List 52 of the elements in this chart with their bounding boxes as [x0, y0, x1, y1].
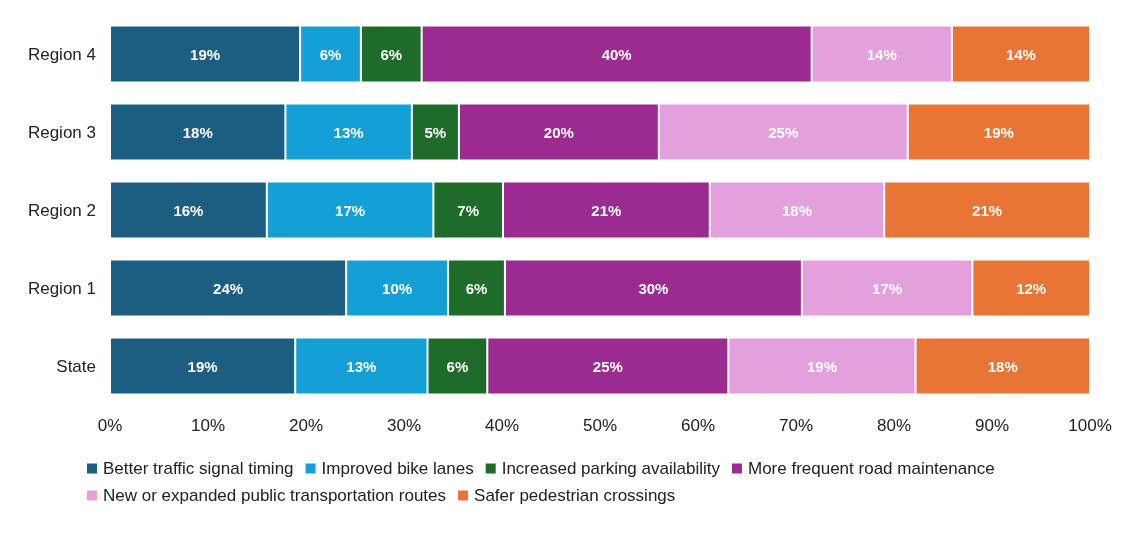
data-label: 6%	[319, 45, 342, 63]
x-tick-label: 60%	[680, 416, 716, 435]
data-label: 25%	[592, 357, 623, 375]
x-tick-label: 100%	[1068, 416, 1112, 435]
data-label: 18%	[987, 357, 1018, 375]
legend-label: Increased parking availability	[501, 459, 721, 478]
data-label: 18%	[781, 201, 812, 219]
legend-label: Safer pedestrian crossings	[474, 486, 676, 505]
data-label: 24%	[213, 279, 244, 297]
data-label: 6%	[465, 279, 488, 297]
data-label: 14%	[1005, 45, 1036, 63]
legend-label: Improved bike lanes	[321, 459, 474, 478]
data-label: 10%	[382, 279, 413, 297]
data-label: 19%	[983, 123, 1014, 141]
x-tick-label: 20%	[288, 416, 324, 435]
data-label: 13%	[346, 357, 377, 375]
x-tick-label: 0%	[97, 416, 123, 435]
data-label: 40%	[601, 45, 632, 63]
data-label: 17%	[872, 279, 903, 297]
data-label: 21%	[972, 201, 1003, 219]
x-tick-label: 90%	[974, 416, 1010, 435]
x-tick-label: 40%	[484, 416, 520, 435]
legend-label: New or expanded public transportation routes	[103, 486, 447, 505]
data-label: 6%	[446, 357, 469, 375]
x-tick-label: 50%	[582, 416, 618, 435]
data-label: 13%	[333, 123, 364, 141]
data-label: 25%	[768, 123, 799, 141]
x-tick-label: 30%	[386, 416, 422, 435]
data-label: 20%	[543, 123, 574, 141]
data-label: 19%	[190, 45, 221, 63]
data-label: 21%	[591, 201, 622, 219]
x-tick-label: 70%	[778, 416, 814, 435]
data-label: 30%	[638, 279, 669, 297]
y-tick-label: Region 1	[27, 278, 96, 298]
legend-label: Better traffic signal timing	[103, 459, 294, 478]
data-label: 18%	[182, 123, 213, 141]
data-label: 6%	[380, 45, 403, 63]
data-label: 14%	[866, 45, 897, 63]
x-tick-label: 10%	[190, 416, 226, 435]
data-label: 16%	[173, 201, 204, 219]
data-label: 19%	[187, 357, 218, 375]
y-tick-label: Region 4	[27, 44, 96, 64]
data-label: 12%	[1016, 279, 1047, 297]
data-label: 19%	[806, 357, 837, 375]
legend-label: More frequent road maintenance	[747, 459, 995, 478]
y-tick-label: Region 3	[27, 122, 96, 142]
data-label: 17%	[335, 201, 366, 219]
y-tick-label: State	[56, 356, 96, 376]
x-tick-label: 80%	[876, 416, 912, 435]
data-label: 7%	[457, 201, 480, 219]
y-tick-label: Region 2	[27, 200, 96, 220]
data-label: 5%	[424, 123, 447, 141]
